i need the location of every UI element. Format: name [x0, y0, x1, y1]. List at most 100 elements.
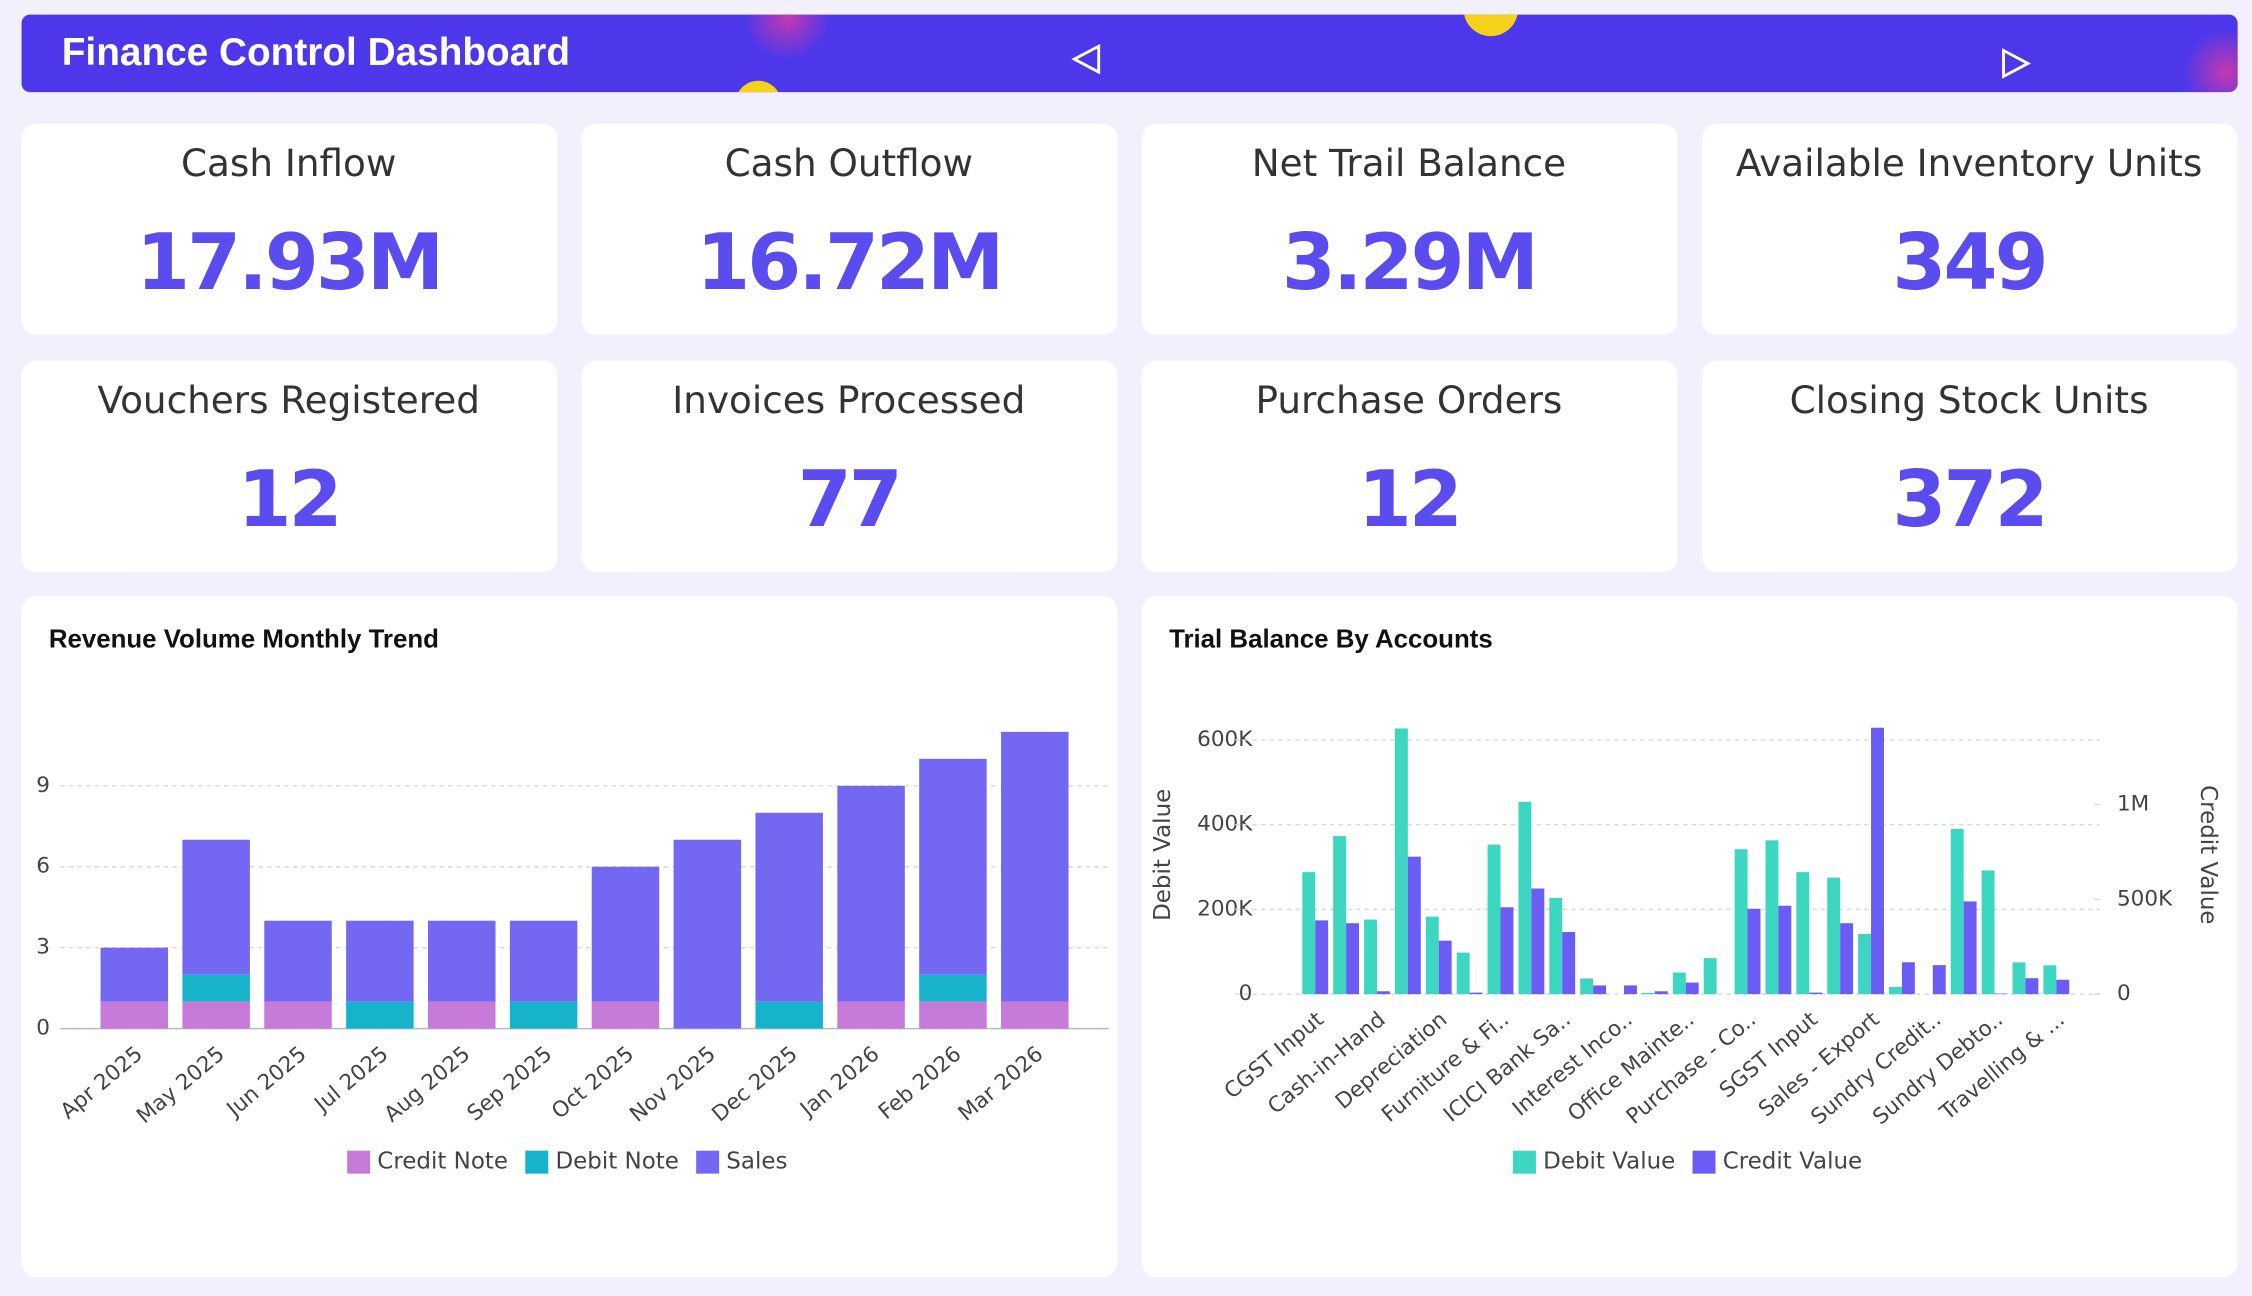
header-bar — [21, 14, 2238, 93]
kpi-card — [1141, 360, 1678, 572]
legend-swatch — [696, 1150, 720, 1174]
legend-label: Debit Note — [555, 1149, 678, 1175]
arrow-right[interactable] — [2002, 48, 2032, 79]
decor — [2183, 28, 2238, 93]
kpi-value: 349 — [1892, 218, 2045, 308]
bar — [264, 920, 332, 1002]
bar — [1425, 916, 1439, 995]
bar — [1346, 923, 1360, 995]
bar — [1888, 986, 1902, 995]
bar — [1796, 872, 1810, 995]
bar — [837, 1001, 905, 1029]
legend: Debit Value Credit Value — [1512, 1149, 1862, 1175]
bar — [182, 1001, 250, 1029]
kpi-title: Invoices Processed — [672, 378, 1025, 422]
bar — [673, 839, 742, 1029]
bar — [919, 1001, 987, 1029]
bar — [837, 785, 905, 1002]
y-tick-label: 6 — [36, 854, 50, 879]
bar — [919, 974, 987, 1002]
bar — [1963, 901, 1977, 995]
bar — [182, 974, 250, 1002]
bar — [1994, 993, 2008, 995]
decor — [735, 80, 782, 93]
bar — [1531, 888, 1545, 995]
bar — [1809, 992, 1823, 995]
bar — [1394, 728, 1408, 995]
bar — [1001, 731, 1069, 1002]
kpi-card — [1701, 123, 2238, 335]
kpi-value: 17.93M — [136, 218, 441, 308]
kpi-value: 12 — [1358, 455, 1460, 545]
arrow-left[interactable] — [1071, 43, 1101, 75]
bar — [1302, 872, 1316, 995]
y-axis-title: Debit Value — [1150, 789, 1176, 921]
bar — [919, 758, 987, 975]
legend-label: Credit Value — [1723, 1149, 1862, 1175]
kpi-title: Cash Inflow — [181, 141, 396, 185]
bar — [1703, 958, 1717, 995]
y2-tick-label: 1M — [2117, 792, 2149, 817]
bar — [2025, 978, 2039, 995]
kpi-title: Purchase Orders — [1255, 378, 1562, 422]
decor — [743, 14, 831, 61]
bar — [1580, 978, 1594, 995]
bar — [1315, 920, 1329, 995]
bar — [100, 1001, 169, 1029]
y-tick-label: 9 — [36, 773, 50, 798]
bar — [1364, 919, 1377, 995]
bar — [1407, 856, 1421, 995]
legend-swatch — [1692, 1150, 1716, 1174]
bar — [755, 1001, 823, 1029]
bar — [1001, 1001, 1069, 1029]
kpi-card — [581, 360, 1118, 572]
chart-card — [1141, 596, 2238, 1278]
bar — [346, 920, 414, 1002]
kpi-card — [21, 123, 558, 335]
kpi-title: Cash Outflow — [725, 141, 973, 185]
legend-label: Sales — [726, 1149, 787, 1175]
bar — [1641, 992, 1655, 995]
legend-label: Debit Value — [1543, 1149, 1675, 1175]
bar — [1654, 991, 1668, 995]
kpi-grid: Cash Inflow 17.93M Cash Outflow 16.72M Net T… — [21, 123, 2238, 572]
legend-swatch — [347, 1150, 371, 1174]
y2-tick-label: 500K — [2117, 886, 2173, 911]
header-title: Finance Control Dashboard — [62, 31, 570, 74]
bar — [2012, 962, 2026, 995]
legend-swatch — [1512, 1150, 1536, 1174]
bar — [755, 812, 823, 1002]
bar — [1624, 985, 1637, 995]
bar — [427, 920, 496, 1002]
bar — [1549, 897, 1563, 995]
bar — [1333, 836, 1347, 995]
bar — [100, 947, 169, 1002]
bar — [1672, 972, 1686, 995]
bar — [1950, 828, 1964, 995]
chart-title: Trial Balance By Accounts — [1169, 626, 1493, 654]
bar — [1747, 908, 1761, 995]
kpi-title: Available Inventory Units — [1736, 141, 2202, 185]
legend-swatch — [525, 1150, 549, 1174]
kpi-value: 77 — [798, 455, 900, 545]
y-tick-label: 0 — [36, 1016, 50, 1041]
bar — [1518, 801, 1532, 995]
kpi-value: 12 — [238, 455, 340, 545]
bar — [1376, 991, 1390, 995]
kpi-card — [21, 360, 558, 572]
bar — [591, 1001, 660, 1029]
y2-tick-label: 0 — [2117, 981, 2131, 1006]
kpi-title: Vouchers Registered — [97, 378, 479, 422]
bar — [509, 920, 578, 1002]
bar — [591, 866, 660, 1002]
legend-label: Credit Note — [377, 1149, 508, 1175]
kpi-value: 3.29M — [1282, 218, 1536, 308]
bar — [1469, 992, 1483, 995]
bar — [427, 1001, 496, 1029]
kpi-value: 16.72M — [696, 218, 1001, 308]
chart-title: Revenue Volume Monthly Trend — [49, 626, 439, 654]
kpi-card — [1701, 360, 2238, 572]
legend: Credit Note Debit Note Sales — [347, 1149, 787, 1175]
bar — [1901, 962, 1915, 995]
